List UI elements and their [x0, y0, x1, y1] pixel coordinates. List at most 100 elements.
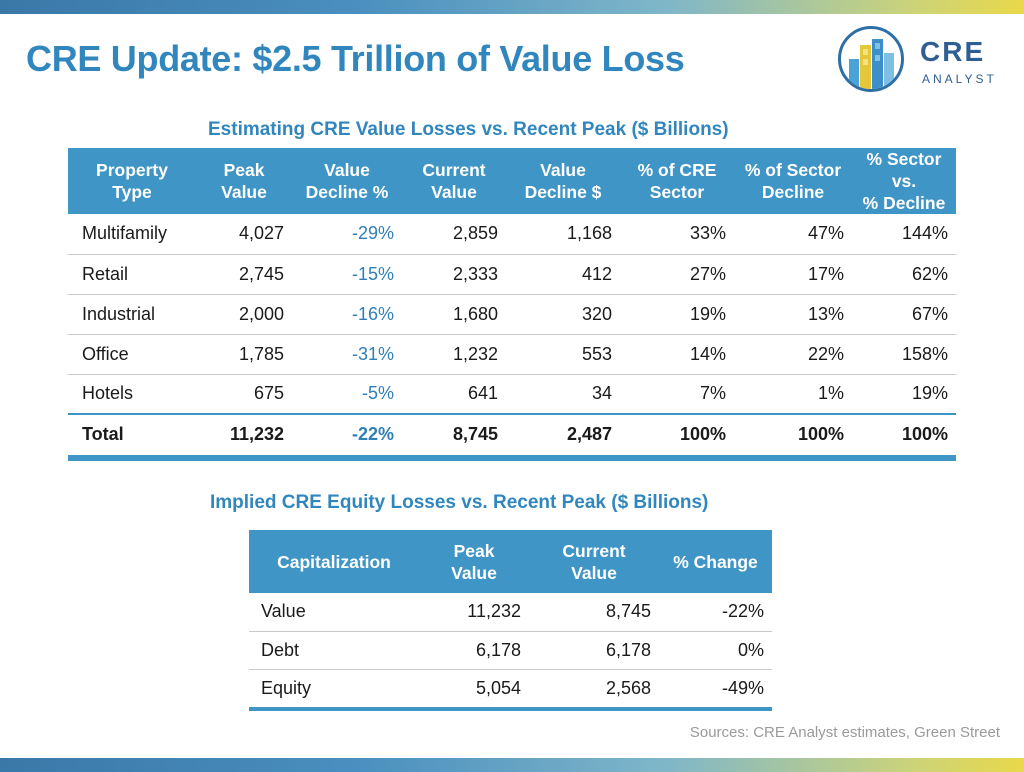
- table-cell: -31%: [292, 334, 402, 375]
- table-cell: 11,232: [196, 413, 292, 454]
- table-cell: 675: [196, 374, 292, 415]
- row-label: Retail: [68, 254, 196, 295]
- table-cell: 62%: [852, 254, 956, 295]
- column-header-line: Current: [562, 540, 626, 561]
- column-header: Value Decline %: [292, 148, 402, 214]
- table-cell: 4,027: [196, 214, 292, 255]
- column-header-line: Value: [431, 182, 477, 202]
- column-header-line: Property: [96, 160, 168, 180]
- column-header-line: Decline $: [524, 182, 602, 202]
- table-cell: 2,568: [529, 669, 659, 708]
- column-header-line: Decline: [761, 182, 825, 202]
- column-header-line: Current: [422, 160, 486, 180]
- table-cell: 13%: [734, 294, 852, 335]
- logo-subtitle: ANALYST: [922, 72, 997, 86]
- column-header-line: Type: [112, 182, 152, 202]
- table-cell: 553: [506, 334, 620, 375]
- row-label: Value: [249, 593, 419, 632]
- column-header-line: Sector: [649, 182, 705, 202]
- column-header-line: Value: [451, 562, 497, 583]
- table-cell: -22%: [292, 413, 402, 454]
- column-header-line: Capitalization: [277, 551, 391, 572]
- table-cell: -16%: [292, 294, 402, 335]
- table-row: Retail 2,745 -15% 2,333 412 27% 17% 62%: [68, 254, 956, 295]
- table-row: Hotels 675 -5% 641 34 7% 1% 19%: [68, 374, 956, 415]
- table-cell: 27%: [620, 254, 734, 295]
- table-cell: 67%: [852, 294, 956, 335]
- logo-wordmark: CRE: [920, 36, 986, 67]
- table-cell: 47%: [734, 214, 852, 255]
- table-cell: 2,745: [196, 254, 292, 295]
- bottom-gradient-bar: [0, 758, 1024, 772]
- column-header: Current Value: [402, 148, 506, 214]
- total-row: Total 11,232 -22% 8,745 2,487 100% 100% 100%: [68, 413, 956, 454]
- table-cell: -15%: [292, 254, 402, 295]
- table-row: Office 1,785 -31% 1,232 553 14% 22% 158%: [68, 334, 956, 375]
- column-header-line: Value: [540, 160, 586, 180]
- table-cell: 33%: [620, 214, 734, 255]
- table-cell: -29%: [292, 214, 402, 255]
- table-cell: 641: [402, 374, 506, 415]
- column-header-line: Peak: [453, 540, 495, 561]
- table-cell: 6,178: [529, 631, 659, 670]
- table-row: Industrial 2,000 -16% 1,680 320 19% 13% 67%: [68, 294, 956, 335]
- table-cell: 17%: [734, 254, 852, 295]
- column-header: % of CRE Sector: [620, 148, 734, 214]
- row-label: Total: [68, 413, 196, 454]
- table-cell: 2,859: [402, 214, 506, 255]
- value-loss-table: Property Type Peak Value Value Decline % Curre…: [68, 148, 956, 454]
- row-label: Office: [68, 334, 196, 375]
- column-header-line: Decline %: [305, 182, 389, 202]
- table-cell: 158%: [852, 334, 956, 375]
- table-cell: 22%: [734, 334, 852, 375]
- column-header: Capitalization: [249, 530, 419, 593]
- table-cell: 2,000: [196, 294, 292, 335]
- table-bottom-rule: [68, 455, 956, 461]
- column-header-line: Value: [221, 182, 267, 202]
- column-header-line: % of CRE: [637, 160, 717, 180]
- table-cell: 2,487: [506, 413, 620, 454]
- column-header: % of Sector Decline: [734, 148, 852, 214]
- table-cell: 144%: [852, 214, 956, 255]
- column-header: Current Value: [529, 530, 659, 593]
- sources-note: Sources: CRE Analyst estimates, Green St…: [689, 724, 1000, 741]
- column-header: Peak Value: [419, 530, 529, 593]
- row-label: Industrial: [68, 294, 196, 335]
- table-cell: 1,232: [402, 334, 506, 375]
- table-cell: 100%: [734, 413, 852, 454]
- cre-analyst-logo: CRE ANALYST: [838, 26, 1018, 96]
- table-cell: 412: [506, 254, 620, 295]
- row-label: Hotels: [68, 374, 196, 415]
- column-header-line: % Change: [673, 551, 758, 572]
- column-header: Property Type: [68, 148, 196, 214]
- table-cell: -5%: [292, 374, 402, 415]
- table-row: Equity 5,054 2,568 -49%: [249, 669, 772, 708]
- table-cell: 6,178: [419, 631, 529, 670]
- column-header: Peak Value: [196, 148, 292, 214]
- table-cell: 19%: [852, 374, 956, 415]
- column-header-line: Value: [324, 160, 370, 180]
- table-cell: 2,333: [402, 254, 506, 295]
- table-cell: 100%: [852, 413, 956, 454]
- table-cell: 7%: [620, 374, 734, 415]
- value-table-title: Estimating CRE Value Losses vs. Recent P…: [208, 119, 729, 140]
- table-cell: 1%: [734, 374, 852, 415]
- table-cell: 8,745: [529, 593, 659, 632]
- column-header: % Change: [659, 530, 772, 593]
- buildings-logo-icon: [838, 26, 904, 92]
- table-cell: 1,168: [506, 214, 620, 255]
- table-cell: 1,680: [402, 294, 506, 335]
- column-header-line: % Sector vs.: [866, 149, 942, 191]
- column-header-line: % of Sector: [744, 160, 842, 180]
- table-cell: 5,054: [419, 669, 529, 708]
- column-header-line: % Decline: [862, 193, 946, 213]
- table-row: Debt 6,178 6,178 0%: [249, 631, 772, 670]
- table-cell: 11,232: [419, 593, 529, 632]
- column-header-line: Peak: [223, 160, 265, 180]
- table-row: Multifamily 4,027 -29% 2,859 1,168 33% 47% 144%: [68, 214, 956, 255]
- row-label: Debt: [249, 631, 419, 670]
- column-header: % Sector vs.% Decline: [852, 148, 956, 214]
- equity-loss-table: Capitalization Peak Value Current Value% Cha…: [249, 530, 772, 708]
- page-title: CRE Update: $2.5 Trillion of Value Loss: [26, 38, 685, 79]
- equity-table-title: Implied CRE Equity Losses vs. Recent Pea…: [210, 492, 709, 513]
